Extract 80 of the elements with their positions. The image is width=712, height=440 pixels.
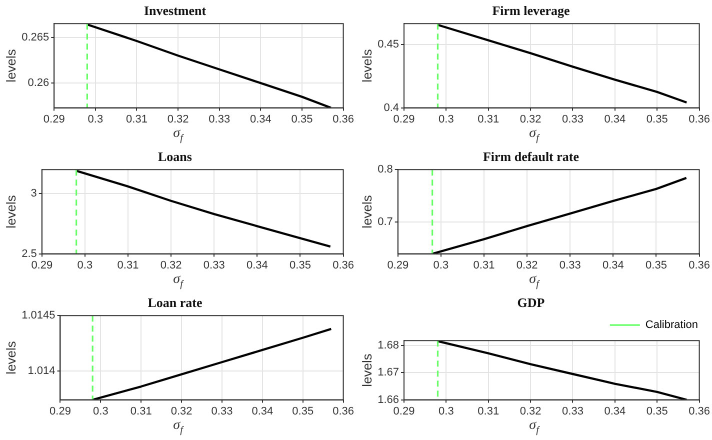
y-axis-title: levels (3, 194, 18, 228)
x-tick-label: 0.35 (290, 259, 311, 272)
y-axis-title: levels (359, 194, 374, 228)
x-tick-label: 0.31 (117, 259, 139, 272)
x-axis-title: σ$_{f}$ (528, 418, 541, 436)
x-tick-label: 0.35 (646, 405, 668, 418)
x-tick-label: 0.31 (130, 405, 152, 418)
y-tick-label: 0.26 (28, 77, 50, 90)
x-tick-label: 0.36 (688, 405, 710, 418)
chart-title: Firm leverage (492, 3, 570, 18)
x-axis-title: σ$_{f}$ (172, 418, 185, 436)
x-tick-label: 0.35 (292, 405, 314, 418)
x-tick-label: 0.3 (438, 113, 454, 126)
y-axis-title: levels (3, 48, 18, 82)
x-tick-label: 0.34 (604, 405, 626, 418)
x-tick-label: 0.32 (520, 405, 542, 418)
y-tick-label: 2.5 (22, 248, 37, 260)
x-tick-label: 0.33 (559, 259, 581, 272)
x-tick-label: 0.35 (646, 113, 668, 126)
x-tick-label: 0.36 (332, 113, 354, 126)
x-tick-label: 0.32 (516, 259, 538, 272)
y-tick-label: 0.4 (384, 102, 400, 114)
x-tick-label: 0.32 (160, 259, 182, 272)
x-tick-label: 0.31 (126, 113, 148, 126)
x-tick-label: 0.29 (43, 113, 65, 126)
x-tick-label: 0.36 (688, 113, 710, 126)
x-tick-label: 0.29 (393, 113, 415, 126)
y-tick-label: 0.265 (22, 31, 50, 44)
x-axis-title: σ$_{f}$ (528, 272, 541, 290)
x-tick-label: 0.3 (88, 113, 104, 126)
x-tick-label: 0.34 (246, 259, 268, 272)
chart-title: Loan rate (148, 295, 202, 310)
x-tick-label: 0.34 (250, 113, 272, 126)
x-axis-title: σ$_{f}$ (172, 126, 185, 144)
x-tick-label: 0.32 (167, 113, 189, 126)
x-tick-label: 0.34 (602, 259, 624, 272)
x-tick-label: 0.35 (646, 259, 667, 272)
x-tick-label: 0.32 (520, 113, 542, 126)
y-tick-label: 1.014 (28, 365, 56, 378)
x-tick-label: 0.29 (50, 405, 71, 418)
y-tick-label: 0.45 (378, 38, 400, 51)
x-tick-label: 0.3 (433, 259, 449, 272)
x-tick-label: 0.31 (478, 113, 500, 126)
x-axis-title: σ$_{f}$ (528, 126, 541, 144)
x-tick-label: 0.34 (252, 405, 274, 418)
x-tick-label: 0.36 (332, 405, 354, 418)
x-tick-label: 0.29 (393, 405, 415, 418)
x-tick-label: 0.33 (211, 405, 233, 418)
x-tick-label: 0.3 (438, 405, 454, 418)
x-tick-label: 0.31 (473, 259, 495, 272)
y-tick-label: 1.66 (378, 394, 400, 406)
x-tick-label: 0.36 (332, 259, 354, 272)
legend-label: Calibration (645, 319, 698, 332)
chart-title: Loans (158, 149, 192, 164)
x-tick-label: 0.33 (562, 405, 584, 418)
y-tick-label: 3 (30, 188, 37, 200)
x-tick-label: 0.33 (562, 113, 584, 126)
y-tick-label: 1.67 (378, 366, 400, 379)
y-axis-title: levels (359, 48, 374, 82)
x-tick-label: 0.33 (203, 259, 225, 272)
x-tick-label: 0.33 (208, 113, 230, 126)
x-tick-label: 0.3 (77, 259, 93, 272)
chart-title: GDP (517, 295, 545, 310)
x-tick-label: 0.36 (688, 259, 710, 272)
y-axis-title: levels (359, 353, 374, 387)
x-axis-title: σ$_{f}$ (172, 272, 185, 290)
x-tick-label: 0.3 (93, 405, 108, 418)
chart-title: Firm default rate (482, 149, 580, 164)
y-axis-title: levels (3, 340, 18, 374)
y-tick-label: 1.0145 (22, 310, 56, 322)
chart-title: Investment (144, 3, 207, 18)
x-tick-label: 0.34 (604, 113, 626, 126)
x-tick-label: 0.29 (31, 259, 53, 272)
y-tick-label: 0.8 (378, 164, 393, 176)
x-tick-label: 0.29 (387, 259, 409, 272)
y-tick-label: 1.68 (378, 340, 400, 352)
y-tick-label: 0.7 (378, 216, 393, 228)
x-tick-label: 0.31 (478, 405, 500, 418)
x-tick-label: 0.35 (291, 113, 313, 126)
x-tick-label: 0.32 (170, 405, 192, 418)
